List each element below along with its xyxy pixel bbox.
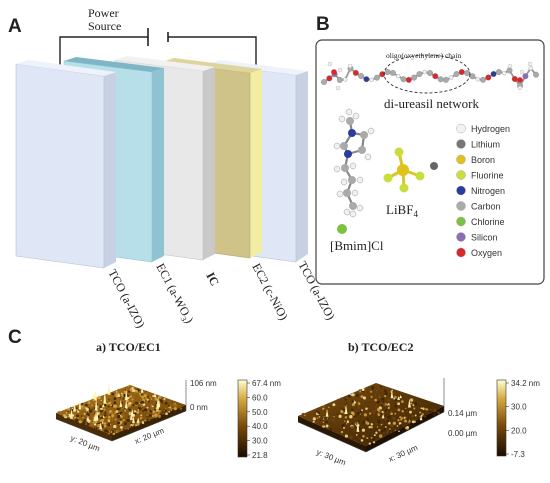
legend-item: Nitrogen bbox=[456, 185, 505, 196]
colorbar-tick-label: -7.3 bbox=[511, 450, 525, 459]
legend-item: Chlorine bbox=[456, 216, 505, 227]
legend-item: Boron bbox=[456, 154, 495, 165]
legend-label: Carbon bbox=[471, 202, 501, 212]
layer-label-ec1-main: EC1 (a-WO bbox=[153, 261, 193, 319]
legend-swatch bbox=[456, 170, 466, 180]
afm-b-zmax: 0.14 µm bbox=[448, 409, 477, 418]
colorbar-tick-label: 20.0 bbox=[511, 426, 527, 435]
svg-text:LiBF4: LiBF4 bbox=[386, 202, 418, 219]
afm-a-surface bbox=[55, 380, 187, 442]
afm-a-title: a) TCO/EC1 bbox=[96, 340, 161, 354]
layer-label-ec1-sub: 3 bbox=[179, 315, 189, 323]
chloride-ion bbox=[337, 224, 347, 234]
legend-label: Boron bbox=[471, 155, 495, 165]
legend-label: Silicon bbox=[471, 233, 498, 243]
afm-a-y-axis: y: 20 µm bbox=[69, 434, 101, 454]
bmim-label: [Bmim]Cl bbox=[330, 238, 384, 253]
colorbar-tick-label: 34.2 nm bbox=[511, 379, 540, 388]
colorbar-tick-label: 30.0 bbox=[511, 403, 527, 412]
svg-text:EC1 (a-WO3): EC1 (a-WO3) bbox=[152, 261, 197, 326]
legend-swatch bbox=[456, 247, 466, 258]
layer-label-ec2: EC2 (c-NiO) bbox=[249, 261, 291, 323]
legend-item: Fluorine bbox=[456, 170, 504, 181]
panel-b-letter: B bbox=[316, 14, 330, 35]
legend-label: Fluorine bbox=[471, 171, 504, 181]
afm-a-zmin: 0 nm bbox=[190, 403, 208, 412]
legend-item: Silicon bbox=[456, 232, 498, 243]
bf4-molecule bbox=[383, 147, 425, 193]
afm-b-x-axis: x: 30 µm bbox=[387, 443, 419, 464]
oligo-chain-highlight bbox=[383, 54, 471, 94]
afm-b-colorbar bbox=[496, 379, 507, 457]
colorbar-tick-label: 50.0 bbox=[252, 408, 268, 417]
legend-label: Hydrogen bbox=[471, 124, 510, 134]
power-source-circuit bbox=[59, 28, 257, 75]
afm-b-colorbar-ticks: 34.2 nm 30.0 20.0 -7.3 bbox=[506, 379, 540, 459]
afm-a-colorbar-ticks: 67.4 nm 60.0 50.0 40.0 30.0 21.8 bbox=[247, 379, 281, 460]
colorbar-tick-label: 60.0 bbox=[252, 393, 268, 402]
legend-swatch bbox=[456, 201, 466, 211]
colorbar-tick-label: 67.4 nm bbox=[252, 379, 281, 388]
panel-c-letter: C bbox=[8, 327, 22, 348]
power-label-line2: Source bbox=[88, 19, 121, 33]
chain-label: oligo(oxyethylene) chain bbox=[386, 51, 461, 60]
bmim-molecule bbox=[333, 108, 375, 218]
svg-text:TCO (a-IZO): TCO (a-IZO) bbox=[105, 267, 148, 330]
panel-c: C a) TCO/EC1 b) TCO/EC2 106 nm 0 nm y: 2… bbox=[8, 327, 540, 468]
afm-b-y-axis: y: 30 µm bbox=[315, 448, 347, 468]
afm-b-surface bbox=[297, 378, 445, 453]
legend-swatch bbox=[456, 185, 466, 196]
panel-b-frame bbox=[315, 39, 545, 285]
lithium-ion bbox=[430, 162, 438, 170]
panel-b: B oligo(oxyethylene) chain di-ureasil ne… bbox=[315, 14, 545, 285]
afm-a-colorbar bbox=[237, 379, 248, 458]
layer-label-tco-front: TCO (a-IZO) bbox=[105, 267, 148, 330]
afm-a-zmax: 106 nm bbox=[190, 379, 217, 388]
legend-item: Oxygen bbox=[456, 247, 502, 258]
network-label: di-ureasil network bbox=[384, 96, 479, 111]
layer-tco-front bbox=[15, 60, 116, 269]
libf4-label-sub: 4 bbox=[413, 209, 418, 219]
power-label-line1: Power bbox=[88, 6, 119, 20]
legend-label: Lithium bbox=[471, 140, 500, 150]
di-ureasil-molecule bbox=[321, 61, 539, 91]
legend-item: Hydrogen bbox=[456, 123, 510, 134]
legend-label: Oxygen bbox=[471, 248, 502, 258]
colorbar-tick-label: 30.0 bbox=[252, 437, 268, 446]
legend-label: Nitrogen bbox=[471, 186, 505, 196]
libf4-label-main: LiBF bbox=[386, 202, 413, 217]
legend-swatch bbox=[456, 232, 466, 242]
legend-label: Chlorine bbox=[471, 217, 505, 227]
panel-a: A Power Source bbox=[8, 6, 338, 330]
layer-label-ec1-close: ) bbox=[182, 315, 196, 325]
colorbar-tick-label: 21.8 bbox=[252, 451, 268, 460]
legend-swatch bbox=[456, 139, 466, 149]
legend-item: Lithium bbox=[456, 139, 500, 150]
legend-swatch bbox=[456, 154, 466, 165]
atom-legend: Hydrogen Lithium Boron Fluorine Nitrogen Carb… bbox=[456, 123, 510, 258]
afm-b-zmin: 0.00 µm bbox=[448, 429, 477, 438]
colorbar-tick-label: 40.0 bbox=[252, 422, 268, 431]
panel-a-letter: A bbox=[8, 16, 22, 37]
legend-item: Carbon bbox=[456, 201, 501, 212]
legend-swatch bbox=[456, 216, 466, 227]
afm-b-title: b) TCO/EC2 bbox=[348, 340, 413, 354]
legend-swatch bbox=[456, 123, 466, 134]
layer-label-ic: IC bbox=[203, 270, 222, 288]
